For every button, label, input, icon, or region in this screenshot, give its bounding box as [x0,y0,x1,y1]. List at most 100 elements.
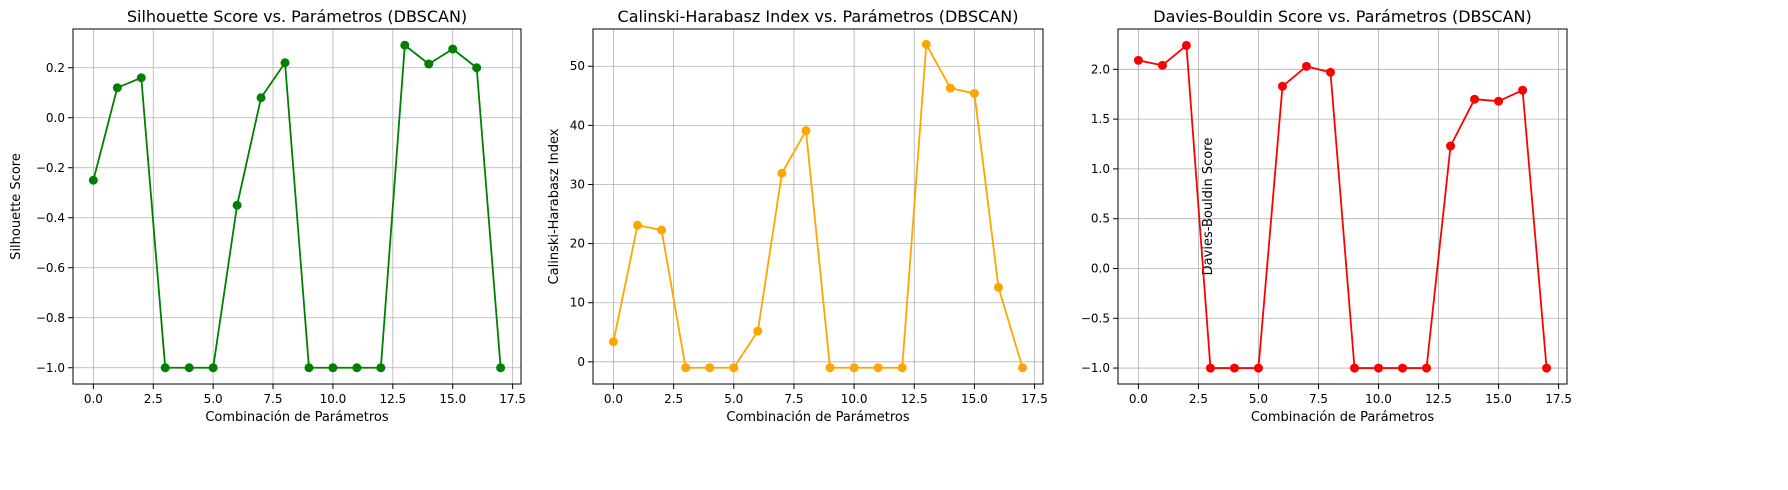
y-tick-label: 1.5 [1091,112,1110,126]
chart-panel-3: 0.0 2.5 5.0 7.5 10.0 12.5 15.0 17.5 −1.0 −0.5 0.0 0… [1081,7,1572,425]
data-point [376,363,386,373]
data-point [1518,85,1528,95]
x-tick-label: 5.0 [724,392,743,406]
y-tick-label: −0.2 [36,161,65,175]
data-point [1181,40,1191,50]
data-point [1325,67,1335,77]
y-tick-label: 2.0 [1091,62,1110,76]
data-point [945,83,955,93]
data-point [1542,363,1552,373]
data-point [921,39,931,49]
data-point [753,326,763,336]
x-tick-label: 10.0 [841,392,868,406]
y-axis-label: Davies-Bouldin Score [1201,138,1216,276]
y-tick-label: 0.2 [46,61,65,75]
series-line [612,43,1024,369]
data-point [897,363,907,373]
plot-frame [1117,28,1568,385]
y-tick-label: −1.0 [36,361,65,375]
x-axis-label: Combinación de Parámetros [726,410,910,425]
data-point [1374,363,1384,373]
data-point [1301,61,1311,71]
plot-frame [592,28,1044,385]
data-point [849,363,859,373]
y-tick-label: 50 [570,59,585,73]
x-tick-label: 10.0 [1365,392,1392,406]
chart-panel-1: 0.0 2.5 5.0 7.5 10.0 12.5 15.0 17.5 −1.0 −0.8 −0.6… [9,7,526,425]
data-point [424,59,434,69]
y-tick-label: 20 [570,237,585,251]
data-point [657,225,667,235]
data-point [160,363,170,373]
x-tick-label: 7.5 [263,392,282,406]
y-tick-label: −0.8 [36,311,65,325]
x-tick-label: 2.5 [664,392,683,406]
data-point [304,363,314,373]
y-tick-label: 0.5 [1091,212,1110,226]
data-point [328,363,338,373]
x-tick-label: 12.5 [379,392,406,406]
x-tick-label: 15.0 [1485,392,1512,406]
data-point [825,363,835,373]
x-tick-label: 5.0 [204,392,223,406]
y-axis-label: Calinski-Harabasz Index [547,128,562,284]
y-tick-label: 1.0 [1091,162,1110,176]
x-tick-label: 17.5 [1545,392,1572,406]
data-point [993,282,1003,292]
data-point [1133,55,1143,65]
data-point [112,83,122,93]
x-axis-label: Combinación de Parámetros [205,410,389,425]
data-point [801,126,811,136]
y-tick-label: 0.0 [46,111,65,125]
y-axis-label: Silhouette Score [9,153,24,260]
x-tick-label: 17.5 [499,392,526,406]
x-tick-label: 5.0 [1249,392,1268,406]
y-tick-label: 0.0 [1091,261,1110,275]
data-point [633,220,643,230]
data-point [1229,363,1239,373]
data-point [1157,60,1167,70]
data-point [1277,81,1287,91]
data-point [208,363,218,373]
x-tick-label: 2.5 [144,392,163,406]
chart-title: Calinski-Harabasz Index vs. Parámetros (… [618,7,1019,26]
data-point [873,363,883,373]
y-tick-label: 40 [570,118,585,132]
chart-title: Davies-Bouldin Score vs. Parámetros (DBS… [1153,7,1531,26]
data-point [681,363,691,373]
data-point [969,88,979,98]
x-tick-label: 0.0 [84,392,103,406]
data-point [1446,141,1456,151]
data-point [1422,363,1432,373]
data-point [1205,363,1215,373]
y-tick-label: −0.6 [36,261,65,275]
data-point [1018,363,1028,373]
x-tick-label: 10.0 [320,392,347,406]
series-line [1138,44,1548,369]
y-tick-label: −0.4 [36,211,65,225]
data-point [472,63,482,73]
data-point [1253,363,1263,373]
y-tick-label: −1.0 [1081,361,1110,375]
data-point [280,58,290,68]
data-point [400,40,410,50]
data-point [496,363,506,373]
data-point [1494,96,1504,106]
data-point [1350,363,1360,373]
y-tick-label: −0.5 [1081,311,1110,325]
x-tick-label: 12.5 [1425,392,1452,406]
x-tick-label: 15.0 [439,392,466,406]
x-tick-label: 0.0 [604,392,623,406]
x-tick-label: 15.0 [961,392,988,406]
data-point [1470,94,1480,104]
x-axis-label: Combinación de Parámetros [1251,410,1435,425]
data-point [777,168,787,178]
data-point [608,337,618,347]
data-point [705,363,715,373]
y-tick-label: 10 [570,296,585,310]
data-point [136,73,146,83]
plot-frame [72,28,522,385]
chart-panel-2: 0.0 2.5 5.0 7.5 10.0 12.5 15.0 17.5 0 10 20 30 40 50 C… [547,7,1048,425]
x-tick-label: 7.5 [1309,392,1328,406]
